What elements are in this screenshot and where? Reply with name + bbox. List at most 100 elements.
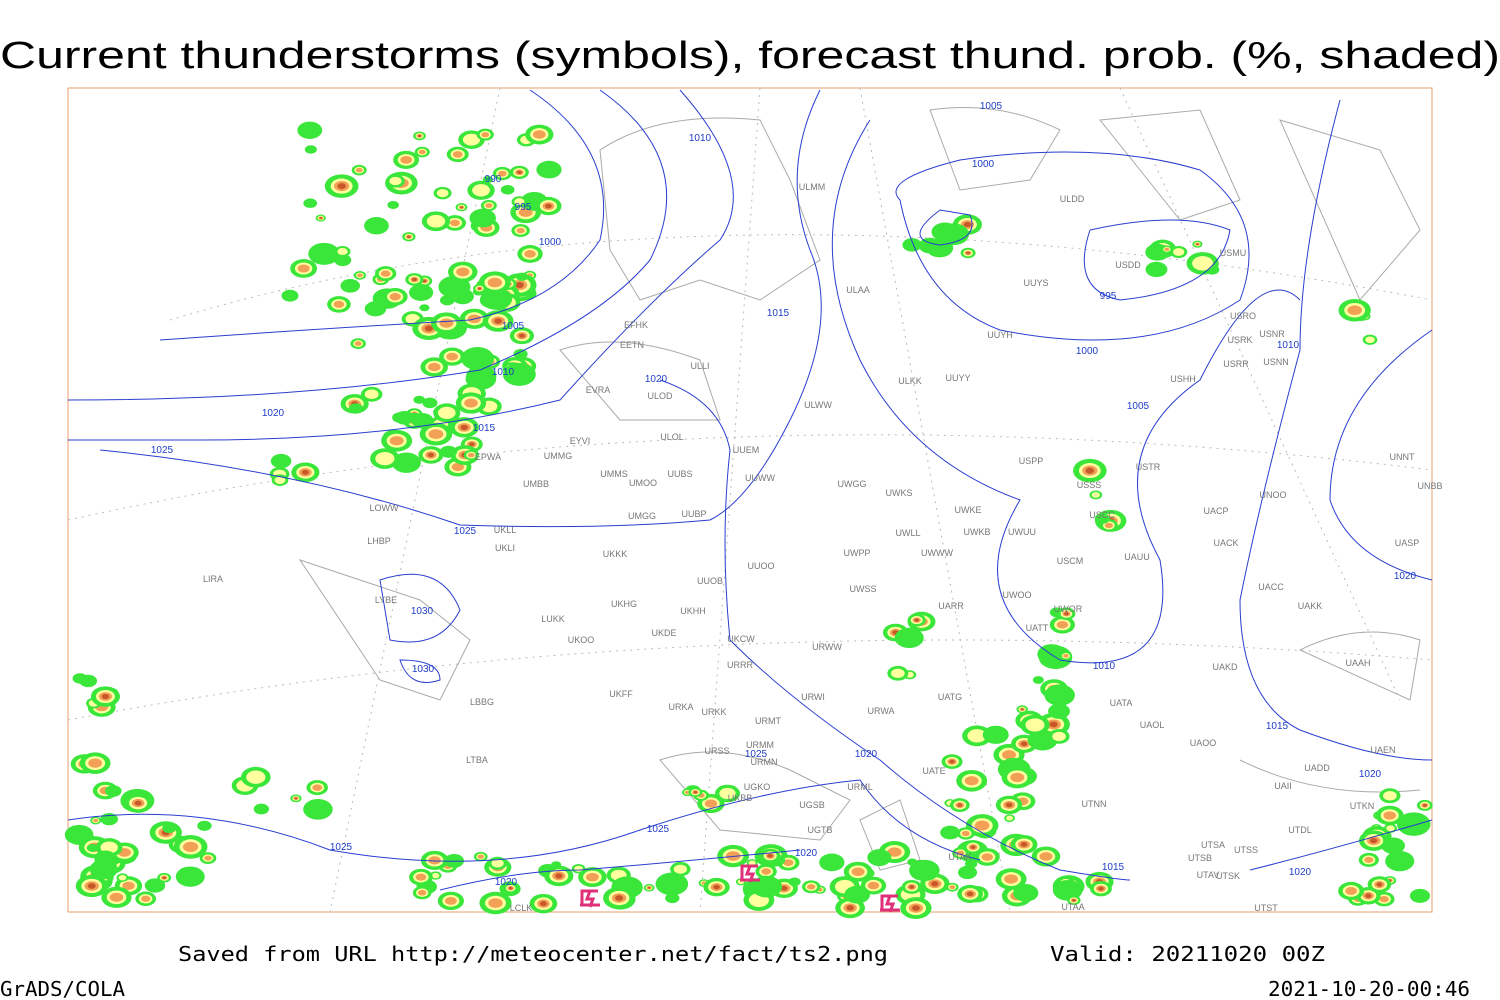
- shade-blob: [462, 133, 481, 146]
- shade-blob: [415, 873, 427, 881]
- station-label: UAEN: [1370, 745, 1395, 755]
- shade-blob: [312, 784, 323, 791]
- coastline: [1298, 631, 1421, 701]
- station-label: UWKS: [886, 488, 913, 498]
- shade-blob: [780, 885, 788, 891]
- isobar-label: 1010: [1093, 661, 1116, 672]
- shade-blob: [444, 896, 457, 905]
- station-label: UWLL: [895, 528, 920, 538]
- shade-blob: [966, 251, 970, 255]
- shade-blob: [409, 284, 434, 301]
- station-label: ULMM: [799, 182, 826, 192]
- shade-blob: [891, 668, 905, 679]
- coastline: [599, 117, 821, 301]
- station-label: URMM: [746, 740, 774, 750]
- shade-blob: [389, 293, 401, 301]
- source-url: Saved from URL http://meteocenter.net/fa…: [178, 942, 888, 966]
- shade-blob: [337, 247, 348, 256]
- shade-blob: [532, 130, 546, 139]
- station-label: UAII: [1274, 781, 1292, 791]
- isobar-label: 1020: [495, 877, 518, 888]
- coastline: [1099, 109, 1241, 221]
- graticule-line: [169, 234, 1433, 321]
- shade-blob: [967, 729, 987, 743]
- station-label: UMOO: [629, 478, 657, 488]
- shade-blob: [333, 300, 345, 308]
- shade-blob: [79, 674, 98, 688]
- station-label: UAUU: [1124, 552, 1150, 562]
- shade-blob: [974, 820, 990, 831]
- shade-blob: [477, 287, 482, 290]
- shade-blob: [270, 453, 292, 469]
- shade-blob: [914, 618, 919, 622]
- shade-blob: [456, 267, 470, 277]
- shade-blob: [437, 406, 456, 419]
- shade-blob: [162, 823, 177, 834]
- isobar-label: 1000: [972, 159, 995, 170]
- station-label: USSS: [1077, 480, 1102, 490]
- shade-blob: [424, 325, 433, 332]
- station-label: LCLK: [510, 903, 533, 913]
- shade-blob: [464, 398, 478, 408]
- shade-blob: [1386, 825, 1395, 832]
- station-label: UACK: [1213, 538, 1238, 548]
- shade-blob: [1383, 790, 1397, 801]
- station-label: EVRA: [586, 385, 611, 395]
- station-label: URKK: [701, 707, 726, 717]
- coastline: [559, 341, 721, 421]
- station-label: UKKK: [603, 549, 628, 559]
- shade-blob: [422, 397, 438, 409]
- shade-blob: [197, 820, 212, 831]
- station-label: UMMG: [544, 451, 573, 461]
- station-label: UASP: [1395, 538, 1420, 548]
- shade-blob: [418, 149, 426, 155]
- isobar-label: 1020: [1359, 769, 1382, 780]
- shade-blob: [337, 183, 346, 190]
- shade-blob: [963, 221, 972, 228]
- shade-blob: [426, 214, 446, 228]
- shade-blob: [304, 145, 317, 154]
- isobar-label: 1020: [645, 374, 668, 385]
- shade-blob: [204, 855, 212, 861]
- shade-blob: [387, 200, 399, 209]
- station-label: UWKE: [955, 505, 982, 515]
- isobar-label: 1000: [1076, 346, 1099, 357]
- shade-blob: [958, 865, 978, 880]
- shade-blob: [297, 264, 310, 273]
- shade-blob: [665, 893, 680, 904]
- shade-blob: [364, 389, 379, 400]
- isobar-label: 990: [485, 174, 502, 185]
- station-label: UKDE: [651, 628, 676, 638]
- map: 1005 1010 1000 990 995 1000 995 1015 1005 1000 101…: [64, 87, 1443, 920]
- shade-blob: [1173, 248, 1185, 256]
- station-label: USNN: [1263, 357, 1289, 367]
- shade-blob: [481, 132, 490, 138]
- shade-blob: [1196, 243, 1199, 246]
- station-label: URMN: [751, 757, 778, 767]
- shade-blob: [389, 436, 404, 446]
- isobar-label: 1005: [502, 321, 525, 332]
- coastline: [929, 107, 1061, 191]
- isobar-label: 1005: [980, 101, 1003, 112]
- isobar: [1329, 329, 1433, 581]
- shade-blob: [407, 235, 411, 238]
- shade-blob: [1422, 803, 1427, 807]
- station-label: UWKB: [964, 527, 991, 537]
- station-label: URML: [847, 782, 873, 792]
- shade-blob: [1094, 513, 1110, 524]
- shade-blob: [807, 884, 816, 890]
- shade-blob: [439, 445, 458, 458]
- shade-blob: [513, 349, 528, 359]
- shade-blob: [574, 865, 583, 872]
- shade-blob: [909, 859, 940, 882]
- shade-blob: [297, 121, 323, 139]
- shade-blob: [1056, 620, 1069, 629]
- shade-blob: [301, 469, 309, 475]
- software: GrADS/COLA: [0, 977, 125, 1000]
- station-label: UKFF: [609, 689, 633, 699]
- station-label: ULKK: [898, 376, 922, 386]
- isobar-label: 1005: [1127, 401, 1150, 412]
- station-label: UMBB: [523, 479, 549, 489]
- isobar: [659, 379, 1131, 881]
- shade-blob: [1048, 703, 1070, 719]
